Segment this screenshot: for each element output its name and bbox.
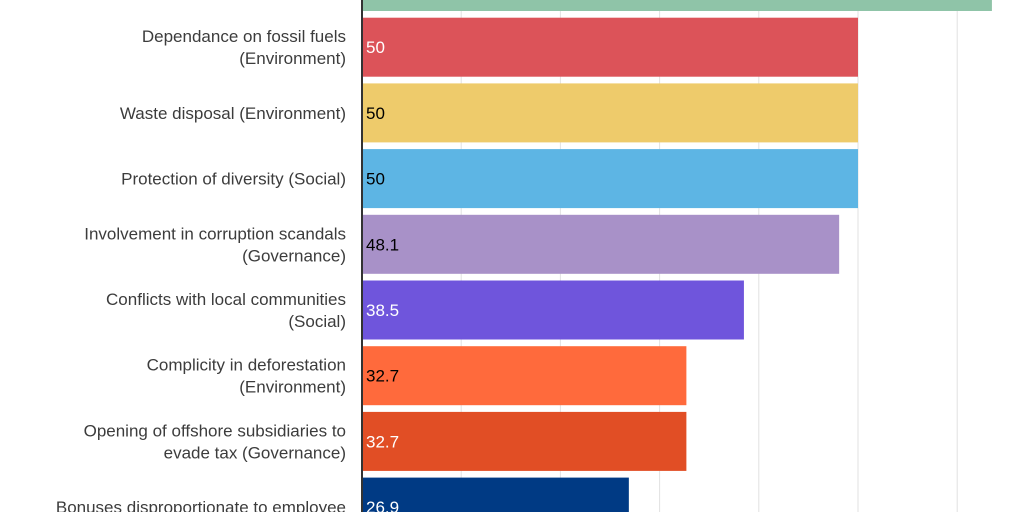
bar bbox=[363, 83, 858, 143]
category-label: (Environment) bbox=[239, 378, 346, 397]
category-label: Complicity in deforestation bbox=[147, 356, 346, 375]
value-label: 26.9 bbox=[366, 498, 399, 512]
category-label: (Environment) bbox=[239, 49, 346, 68]
category-label: evade tax (Governance) bbox=[164, 443, 346, 462]
value-label: 32.7 bbox=[366, 367, 399, 386]
category-label: (Governance) bbox=[242, 246, 346, 265]
bar bbox=[363, 280, 744, 340]
bar bbox=[363, 17, 858, 77]
value-label: 50 bbox=[366, 104, 385, 123]
bar bbox=[363, 346, 687, 406]
category-label: Involvement in corruption scandals bbox=[84, 224, 346, 243]
category-label: (Social) bbox=[288, 312, 346, 331]
value-labels: 50 50 50 48.1 38.5 32.7 32.7 26.9 bbox=[366, 38, 399, 512]
category-label: Dependance on fossil fuels bbox=[142, 27, 346, 46]
bar bbox=[363, 411, 687, 471]
value-label: 50 bbox=[366, 170, 385, 189]
category-label: Protection of diversity (Social) bbox=[121, 170, 346, 189]
value-label: 38.5 bbox=[366, 301, 399, 320]
category-label: Conflicts with local communities bbox=[106, 290, 346, 309]
category-label: Opening of offshore subsidiaries to bbox=[84, 421, 346, 440]
bar bbox=[363, 477, 629, 512]
bars bbox=[363, 0, 992, 512]
category-labels: (Social) Dependance on fossil fuels (Envir… bbox=[56, 27, 346, 512]
bar bbox=[363, 149, 858, 209]
bar bbox=[363, 0, 992, 11]
value-label: 48.1 bbox=[366, 235, 399, 254]
bar bbox=[363, 214, 840, 274]
value-label: 50 bbox=[366, 38, 385, 57]
value-label: 32.7 bbox=[366, 432, 399, 451]
category-label: Waste disposal (Environment) bbox=[120, 104, 346, 123]
category-label: Bonuses disproportionate to employee bbox=[56, 498, 346, 512]
